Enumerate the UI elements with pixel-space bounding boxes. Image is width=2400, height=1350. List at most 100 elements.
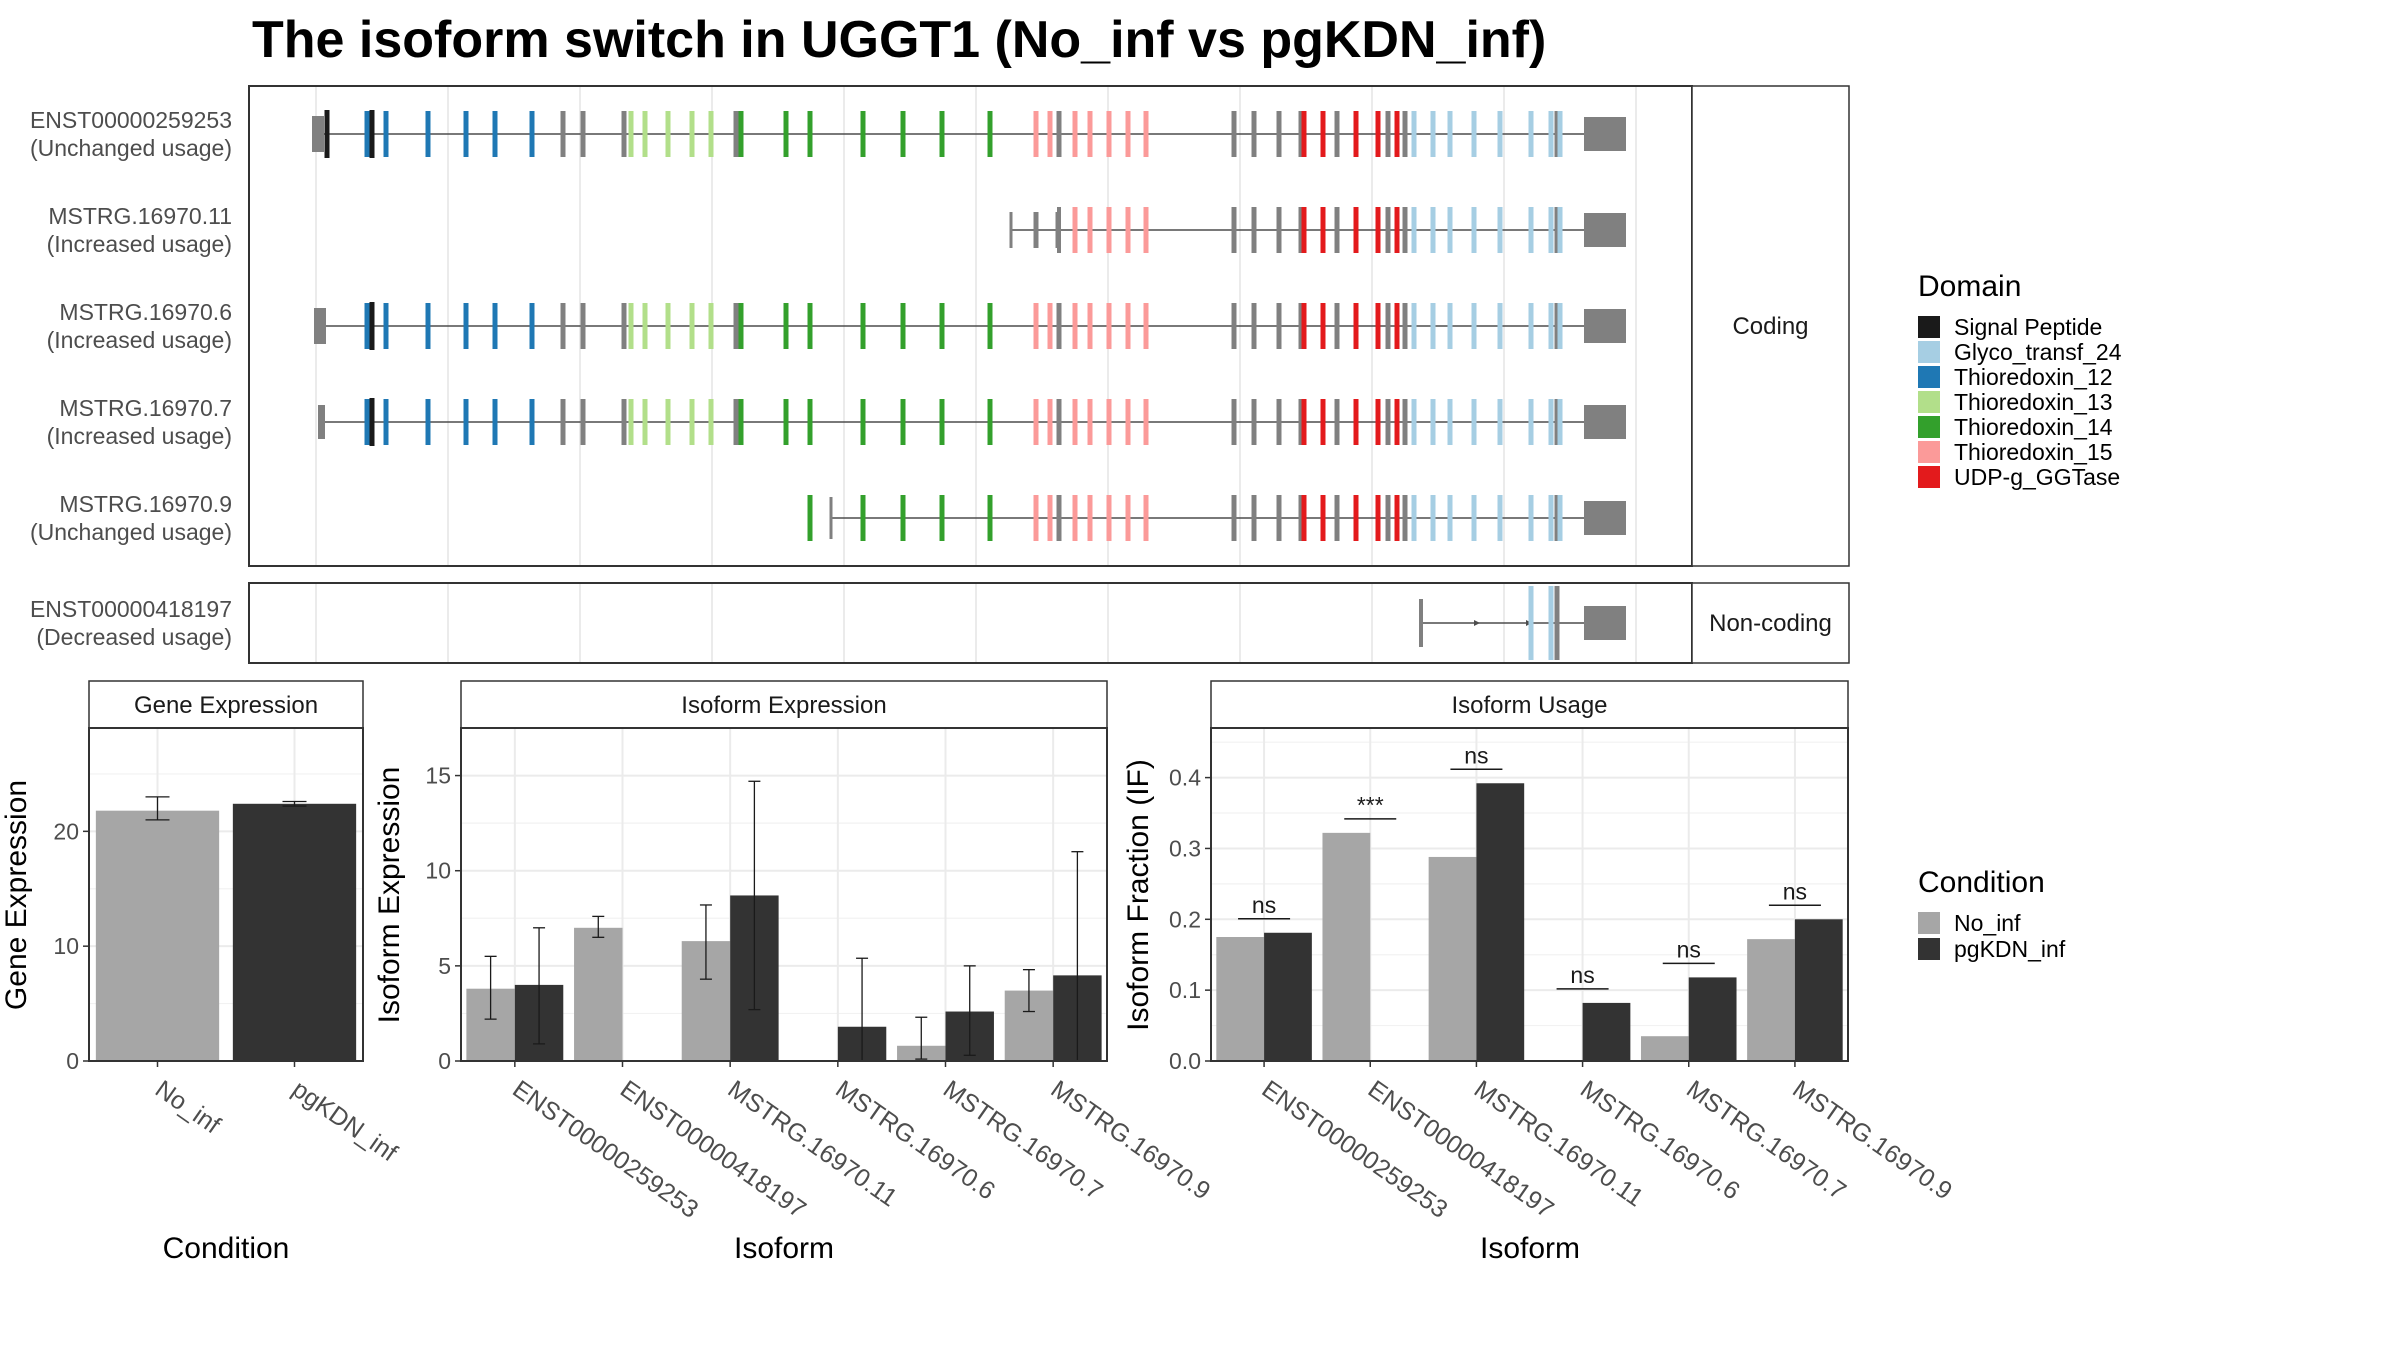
transcript-usage-label: (Unchanged usage) — [30, 519, 232, 545]
exon-block — [860, 303, 866, 349]
exon-block — [1125, 111, 1131, 157]
significance-label: ns — [1464, 742, 1488, 768]
exon-block — [1334, 111, 1340, 157]
exon-block — [1334, 207, 1340, 253]
exon-block — [1402, 495, 1408, 541]
y-tick-label: 20 — [53, 818, 79, 844]
utr-3prime — [1584, 606, 1626, 640]
exon-block — [1047, 303, 1053, 349]
x-tick-label: ENST00000259253 — [507, 1075, 703, 1224]
exon-block — [1471, 111, 1477, 157]
transcript-name: MSTRG.16970.9 — [59, 491, 232, 517]
exon-block — [738, 111, 744, 157]
utr-5prime — [318, 405, 325, 439]
exon-block — [1471, 495, 1477, 541]
exon-block — [1320, 111, 1326, 157]
exon-block — [1471, 303, 1477, 349]
chart-title: Gene Expression — [134, 692, 318, 719]
significance-label: *** — [1357, 792, 1384, 818]
exon-block — [1411, 207, 1417, 253]
y-tick-label: 5 — [438, 953, 451, 979]
exon-block — [807, 303, 813, 349]
legend-condition-swatch — [1918, 912, 1940, 934]
exon-block — [1106, 207, 1112, 253]
exon-block — [1298, 495, 1304, 541]
transcript-usage-label: (Increased usage) — [47, 423, 232, 449]
exon-block — [1394, 303, 1400, 349]
chart-strip — [88, 680, 364, 729]
exon-block — [369, 398, 375, 446]
exon-block — [1106, 303, 1112, 349]
exon-block — [364, 111, 370, 157]
exon-block — [1402, 111, 1408, 157]
bar-pgkdn-inf — [1688, 977, 1737, 1061]
x-axis-title: Isoform — [1480, 1232, 1580, 1265]
exon-block — [383, 399, 389, 445]
exon-block — [383, 111, 389, 157]
exon-block — [1557, 207, 1563, 253]
exon-block — [1143, 495, 1149, 541]
y-axis-title: Isoform Expression — [373, 767, 406, 1024]
exon-block — [1548, 303, 1554, 349]
legend-domain-swatch — [1918, 441, 1940, 463]
exon-block — [560, 399, 566, 445]
chart-strip — [460, 680, 1108, 729]
exon-block — [900, 303, 906, 349]
exon-block — [621, 399, 627, 445]
chart-0: Gene Expression 0 10 20 No_inf pgKDN_inf Condi… — [0, 680, 402, 1265]
legend-domain-swatch — [1918, 391, 1940, 413]
exon-block — [1033, 303, 1039, 349]
exon-block — [1143, 207, 1149, 253]
legend-domain-swatch — [1918, 466, 1940, 488]
figure-title: The isoform switch in UGGT1 (No_inf vs p… — [252, 11, 1546, 69]
exon-block — [1072, 495, 1078, 541]
exon-block — [1385, 399, 1391, 445]
exon-block — [1087, 207, 1093, 253]
exon-block — [529, 399, 535, 445]
exon-block — [425, 111, 431, 157]
exon-block — [1353, 207, 1359, 253]
exon-block — [324, 110, 330, 158]
exon-block — [628, 399, 634, 445]
exon-block — [1301, 399, 1307, 445]
exon-block — [1301, 303, 1307, 349]
transcript-row: MSTRG.16970.11(Increased usage) — [47, 203, 1626, 257]
expression-charts: Gene Expression 0 10 20 No_inf pgKDN_inf Condi… — [0, 680, 1957, 1265]
exon-block — [987, 495, 993, 541]
exon-block — [560, 111, 566, 157]
exon-block — [1106, 399, 1112, 445]
facet-strip-label: Non-coding — [1709, 610, 1832, 637]
exon-block — [939, 303, 945, 349]
chart-2: Isoform Usage 0.0 0.1 0.2 0.3 0.4 ns *** ns ns ns n… — [1122, 680, 1957, 1265]
exon-block — [829, 497, 833, 539]
exon-block — [1056, 303, 1062, 349]
exon-block — [689, 399, 695, 445]
exon-block — [783, 111, 789, 157]
significance-label: ns — [1252, 892, 1276, 918]
exon-block — [939, 111, 945, 157]
exon-block — [900, 399, 906, 445]
legend-domain-label: Thioredoxin_12 — [1954, 364, 2113, 390]
legend-domain-label: Signal Peptide — [1954, 314, 2102, 340]
exon-block — [492, 111, 498, 157]
transcript-row: MSTRG.16970.7(Increased usage) — [47, 395, 1626, 449]
exon-block — [1353, 399, 1359, 445]
exon-block — [1251, 207, 1257, 253]
exon-block — [900, 495, 906, 541]
exon-block — [1411, 399, 1417, 445]
bar-pgkdn-inf — [1264, 932, 1312, 1061]
exon-block — [1125, 303, 1131, 349]
exon-block — [1430, 111, 1436, 157]
transcript-usage-label: (Increased usage) — [47, 231, 232, 257]
legend-domain-label: Glyco_transf_24 — [1954, 339, 2122, 365]
exon-block — [1554, 111, 1560, 157]
exon-block — [425, 399, 431, 445]
bar-no-inf — [1428, 856, 1477, 1061]
exon-block — [463, 111, 469, 157]
utr-3prime — [1584, 117, 1626, 151]
exon-block — [807, 111, 813, 157]
exon-block — [987, 399, 993, 445]
exon-block — [1557, 495, 1563, 541]
